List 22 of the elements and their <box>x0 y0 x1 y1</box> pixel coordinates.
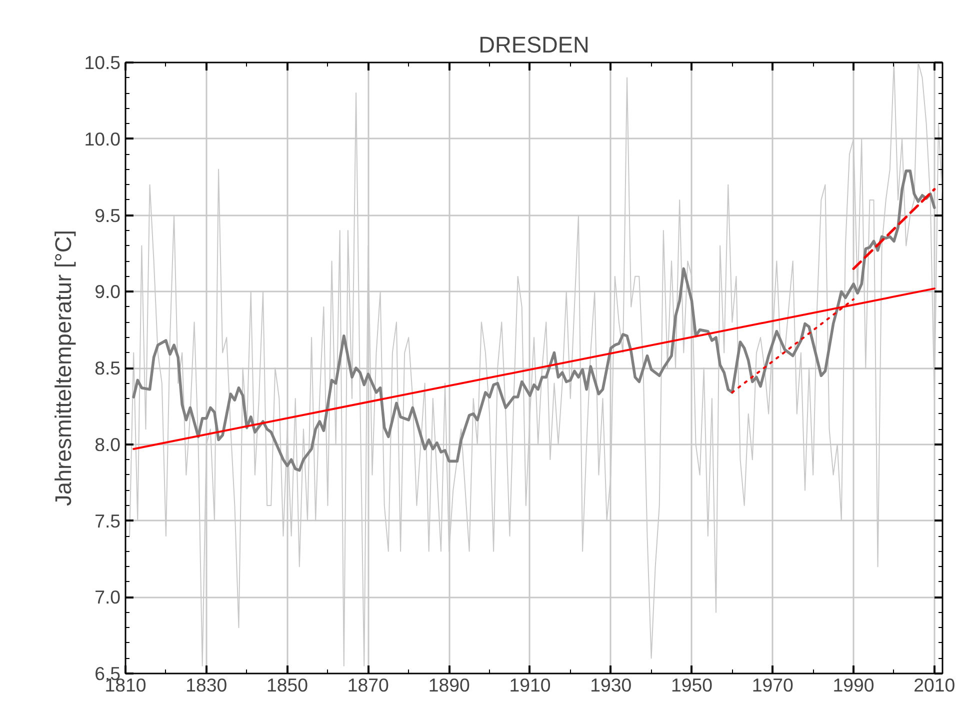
y-tick-label: 9.5 <box>94 204 121 226</box>
y-axis-title: Jahresmitteltemperatur [°C] <box>50 230 76 506</box>
y-tick-label: 9.0 <box>94 281 121 302</box>
x-tick-label: 1890 <box>428 674 470 696</box>
line-series <box>132 170 936 472</box>
x-tick-label: 1850 <box>266 674 308 696</box>
chart-title: DRESDEN <box>478 32 590 58</box>
x-tick-label: 1950 <box>670 674 712 696</box>
x-tick-label: 1830 <box>186 674 228 696</box>
y-tick-label: 10.5 <box>84 52 120 73</box>
x-tick-label: 1870 <box>347 674 389 696</box>
y-tick-label: 7.5 <box>94 510 121 532</box>
x-tick-label: 2010 <box>914 674 956 696</box>
x-tick-label: 1910 <box>509 674 551 696</box>
x-tick-label: 1930 <box>590 674 632 696</box>
y-tick-label: 10.0 <box>84 128 120 150</box>
y-tick-label: 8.0 <box>94 434 121 455</box>
y-tick-label: 8.5 <box>94 358 121 378</box>
line-series <box>129 62 942 666</box>
y-tick-label: 7.0 <box>94 586 121 608</box>
x-tick-label: 1970 <box>752 674 794 696</box>
x-tick-label: 1990 <box>832 674 874 696</box>
